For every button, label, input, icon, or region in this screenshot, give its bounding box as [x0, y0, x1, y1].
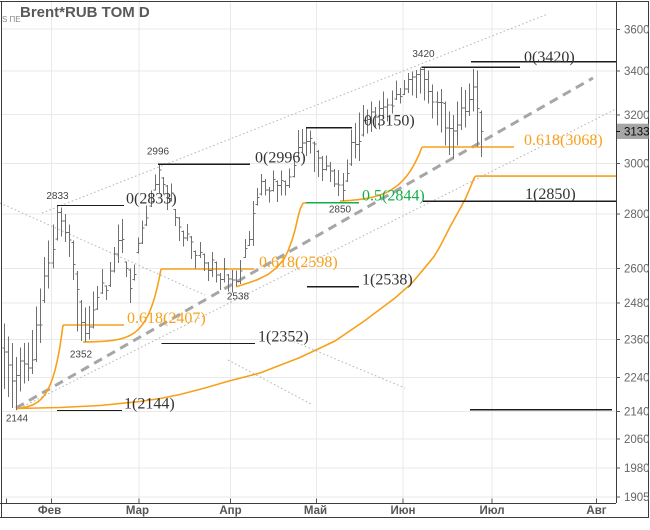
svg-text:2144: 2144 [6, 414, 29, 425]
svg-text:Мар: Мар [126, 505, 149, 517]
svg-text:2140: 2140 [624, 406, 650, 418]
svg-text:0.5(2844): 0.5(2844) [362, 188, 425, 205]
svg-text:2360: 2360 [624, 334, 650, 346]
svg-text:Фев: Фев [38, 505, 61, 517]
svg-text:2480: 2480 [624, 298, 650, 310]
svg-text:0.618(3068): 0.618(3068) [524, 132, 603, 149]
svg-text:2996: 2996 [147, 147, 170, 158]
svg-text:2833: 2833 [46, 191, 69, 202]
svg-text:Апр: Апр [219, 505, 241, 517]
svg-text:1(2352): 1(2352) [258, 329, 309, 346]
svg-text:1(2850): 1(2850) [525, 186, 576, 203]
svg-text:Май: Май [304, 505, 327, 517]
svg-text:0(2833): 0(2833) [126, 191, 177, 208]
svg-text:Июн: Июн [390, 505, 415, 517]
svg-text:2352: 2352 [70, 350, 93, 361]
svg-text:Авг: Авг [586, 505, 606, 517]
svg-text:3000: 3000 [624, 159, 650, 171]
svg-text:2600: 2600 [624, 263, 650, 275]
svg-text:3200: 3200 [624, 110, 650, 122]
svg-text:2060: 2060 [624, 434, 650, 446]
svg-text:1905: 1905 [624, 492, 650, 504]
svg-text:3133: 3133 [624, 126, 650, 138]
svg-text:3600: 3600 [624, 25, 650, 37]
svg-text:2538: 2538 [227, 292, 250, 303]
svg-text:0(3150): 0(3150) [364, 113, 415, 130]
svg-text:1(2144): 1(2144) [124, 396, 175, 413]
svg-text:0(3420): 0(3420) [524, 49, 575, 66]
svg-text:S ПЕ: S ПЕ [2, 15, 21, 24]
svg-text:Brent*RUB TOM D: Brent*RUB TOM D [20, 4, 150, 21]
svg-text:2800: 2800 [624, 209, 650, 221]
svg-text:1(2538): 1(2538) [362, 272, 413, 289]
svg-text:Июл: Июл [479, 505, 504, 517]
svg-text:0.618(2598): 0.618(2598) [259, 254, 338, 271]
svg-text:2240: 2240 [624, 373, 650, 385]
svg-text:2850: 2850 [329, 205, 352, 216]
svg-text:1980: 1980 [624, 463, 650, 475]
svg-text:0(2996): 0(2996) [255, 149, 306, 166]
svg-text:3400: 3400 [624, 66, 650, 78]
svg-text:3420: 3420 [412, 49, 435, 60]
svg-text:0.618(2407): 0.618(2407) [127, 310, 206, 327]
